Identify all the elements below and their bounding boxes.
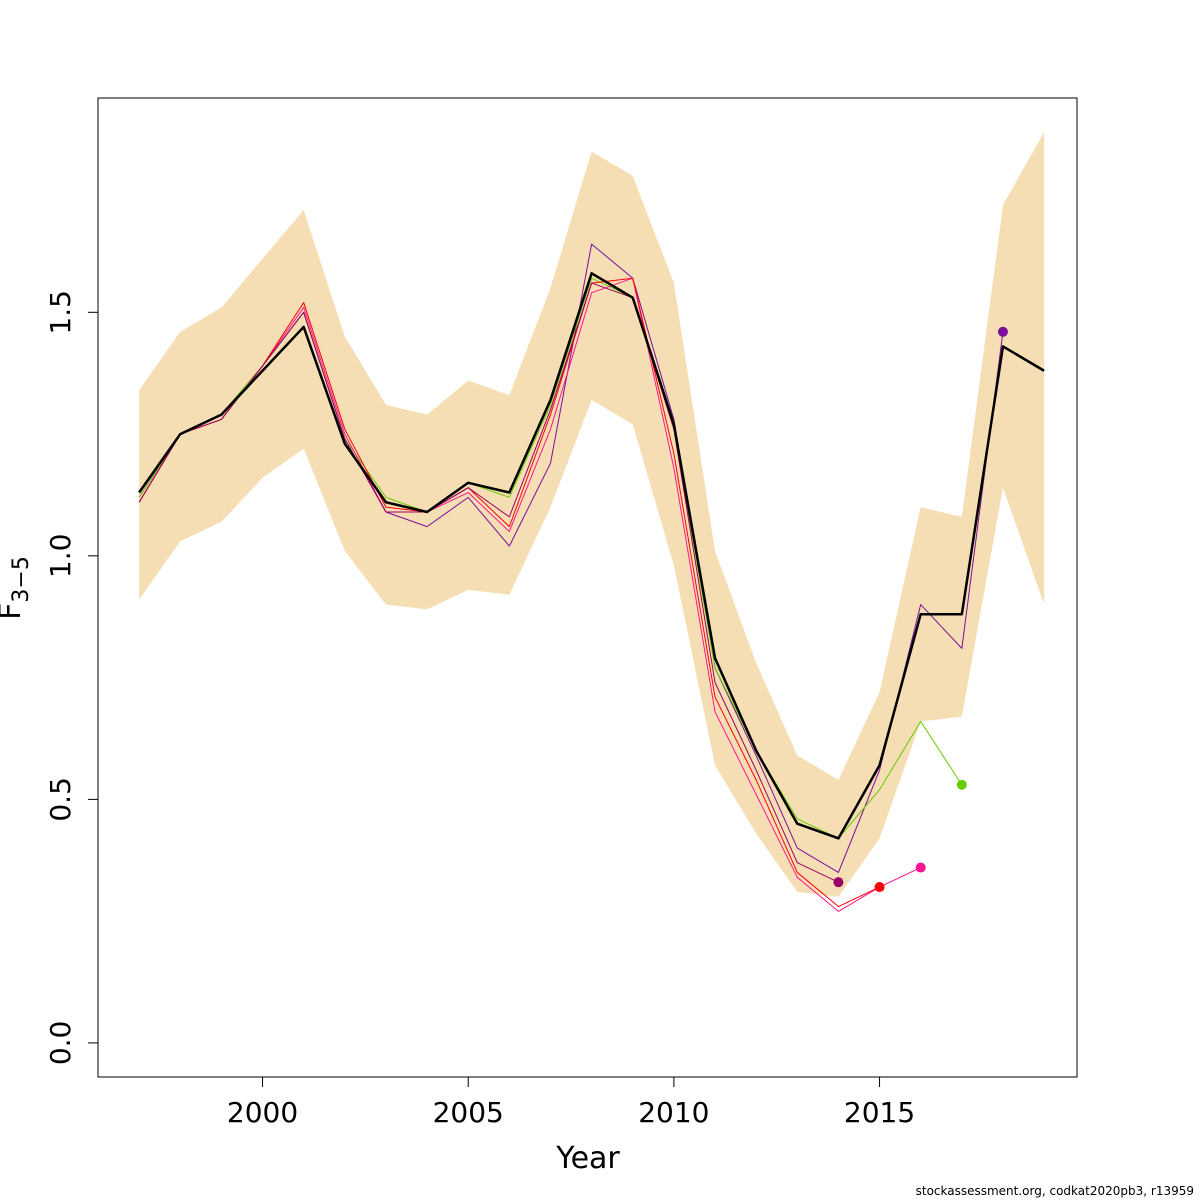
series-endpoint-4 — [874, 882, 885, 893]
x-axis: 2000 2005 2010 2015 — [227, 1076, 915, 1129]
series-endpoint-5 — [833, 877, 844, 888]
y-tick-label: 0.0 — [44, 1021, 77, 1066]
x-tick-label: 2000 — [227, 1096, 298, 1129]
y-axis-label: F3−5 — [0, 556, 34, 620]
x-tick-label: 2005 — [433, 1096, 504, 1129]
footer-credit: stockassessment.org, codkat2020pb3, r139… — [916, 1184, 1194, 1198]
y-axis-label-subscript: 3−5 — [9, 556, 34, 602]
y-axis-label-main: F — [0, 603, 28, 620]
x-tick-label: 2015 — [844, 1096, 915, 1129]
y-tick-label: 1.5 — [44, 290, 77, 335]
x-tick-label: 2010 — [638, 1096, 709, 1129]
y-tick-label: 0.5 — [44, 777, 77, 822]
y-tick-label: 1.0 — [44, 534, 77, 579]
series-endpoint-1 — [997, 326, 1008, 337]
confidence-band-layer — [139, 132, 1045, 897]
endpoint-layer — [833, 326, 1008, 893]
series-endpoint-2 — [956, 779, 967, 790]
series-endpoint-3 — [915, 862, 926, 873]
series-line-5 — [138, 282, 839, 883]
series-layer — [138, 243, 1045, 912]
confidence-band — [139, 132, 1045, 897]
x-axis-label: Year — [555, 1141, 620, 1176]
series-line-0 — [138, 272, 1045, 840]
y-axis: 0.0 0.5 1.0 1.5 — [44, 290, 99, 1066]
